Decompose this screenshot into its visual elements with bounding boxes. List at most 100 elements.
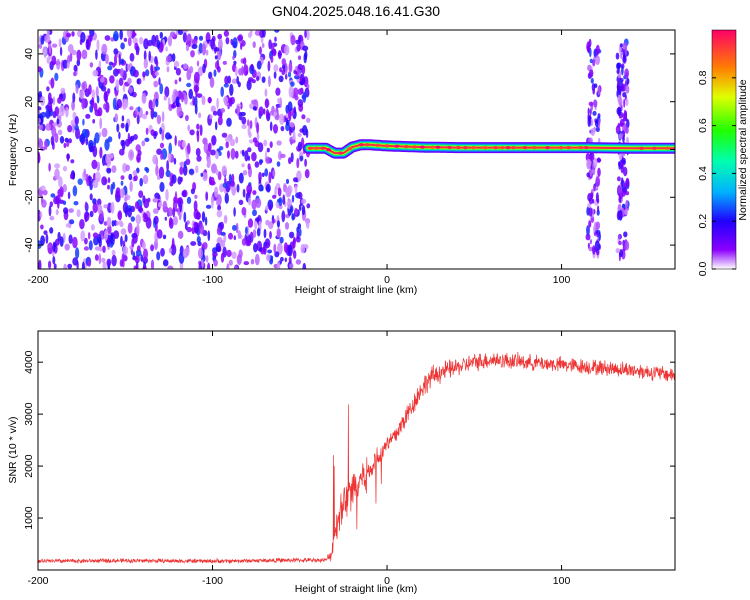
tone-peak xyxy=(307,146,313,150)
noise-blob xyxy=(122,201,129,214)
noise-blob xyxy=(103,103,107,110)
noise-blob xyxy=(205,204,212,209)
noise-blob xyxy=(249,120,253,129)
noise-blob xyxy=(216,209,223,218)
burst-blob xyxy=(615,248,621,254)
noise-blob xyxy=(59,136,65,144)
noise-blob xyxy=(249,30,253,37)
tone-peak xyxy=(435,145,441,149)
burst-blob xyxy=(622,92,627,98)
noise-blob xyxy=(73,64,78,72)
tone-peak xyxy=(639,146,644,150)
noise-blob xyxy=(105,101,110,113)
noise-blob xyxy=(297,141,303,151)
burst-blob xyxy=(595,248,600,256)
tone-peak xyxy=(384,144,390,148)
noise-blob xyxy=(284,62,288,75)
colorbar-gradient xyxy=(711,29,737,270)
colorbar-tick-label: 0.6 xyxy=(697,118,709,133)
noise-blob xyxy=(190,50,195,58)
noise-blob xyxy=(179,166,184,175)
noise-blob xyxy=(116,220,119,226)
noise-blob xyxy=(274,30,280,33)
noise-blob xyxy=(248,197,252,206)
noise-blob xyxy=(160,247,165,257)
burst-blob xyxy=(616,69,620,74)
noise-blob xyxy=(48,260,52,269)
noise-blob xyxy=(79,134,86,143)
noise-blob xyxy=(65,223,71,228)
noise-blob xyxy=(101,127,108,138)
x-tick-label: -100 xyxy=(202,575,223,587)
noise-blob xyxy=(156,114,162,125)
noise-blob xyxy=(252,41,256,48)
noise-blob xyxy=(135,214,142,225)
noise-blob xyxy=(258,171,262,182)
noise-blob xyxy=(238,199,244,205)
noise-blob xyxy=(141,140,146,147)
noise-blob xyxy=(247,147,252,153)
noise-blob xyxy=(198,112,202,119)
burst-blob xyxy=(590,128,596,136)
noise-blob xyxy=(39,211,43,218)
noise-blob xyxy=(105,153,111,165)
noise-blob xyxy=(276,261,281,269)
noise-blob xyxy=(284,222,290,230)
noise-blob xyxy=(228,232,233,240)
noise-blob xyxy=(107,136,113,143)
burst-blob xyxy=(588,220,592,228)
tone-peak xyxy=(462,146,468,150)
spectrogram-x-axis: -200 -100 0 100 xyxy=(27,30,570,286)
noise-blob xyxy=(148,50,151,62)
noise-blob xyxy=(195,147,201,157)
spectrogram-x-label: Height of straight line (km) xyxy=(295,284,418,296)
noise-blob xyxy=(174,90,180,97)
noise-blob xyxy=(233,60,237,65)
noise-blob xyxy=(111,220,115,227)
noise-blob xyxy=(264,98,269,109)
noise-blob xyxy=(284,44,290,56)
noise-blob xyxy=(130,216,135,222)
noise-blob xyxy=(164,216,167,221)
noise-blob xyxy=(107,265,111,269)
noise-blob xyxy=(182,30,189,33)
noise-blob xyxy=(294,75,300,80)
noise-blob xyxy=(183,63,188,70)
noise-blob xyxy=(227,150,230,159)
noise-blob xyxy=(235,222,239,234)
noise-blob xyxy=(202,242,208,250)
burst-blob xyxy=(586,158,591,170)
noise-blob xyxy=(104,35,111,41)
noise-blob xyxy=(245,239,252,247)
burst-blob xyxy=(590,215,595,223)
noise-blob xyxy=(121,115,125,122)
noise-blob xyxy=(40,235,45,246)
noise-blob xyxy=(274,36,277,42)
noise-blob xyxy=(215,151,219,160)
burst-blob xyxy=(617,185,622,194)
noise-blob xyxy=(225,136,231,143)
noise-blob xyxy=(159,31,163,39)
noise-blob xyxy=(62,165,68,172)
noise-blob xyxy=(249,103,254,109)
noise-blob xyxy=(161,129,165,141)
noise-blob xyxy=(143,50,147,61)
noise-blob xyxy=(64,137,69,143)
burst-blob xyxy=(590,77,594,84)
noise-blob xyxy=(218,146,224,151)
noise-blob xyxy=(232,55,235,61)
noise-blob xyxy=(301,198,307,204)
noise-blob xyxy=(234,150,239,159)
noise-blob xyxy=(66,32,72,38)
noise-blob xyxy=(168,142,172,155)
noise-blob xyxy=(56,58,61,70)
colorbar-tick-label: 0.2 xyxy=(697,214,709,229)
noise-blob xyxy=(295,39,300,45)
noise-blob xyxy=(295,259,302,265)
noise-blob xyxy=(223,30,229,37)
noise-blob xyxy=(231,251,237,259)
noise-blob xyxy=(104,53,109,65)
noise-blob xyxy=(298,228,302,237)
noise-blob xyxy=(100,77,105,83)
tone-peak xyxy=(482,146,488,150)
